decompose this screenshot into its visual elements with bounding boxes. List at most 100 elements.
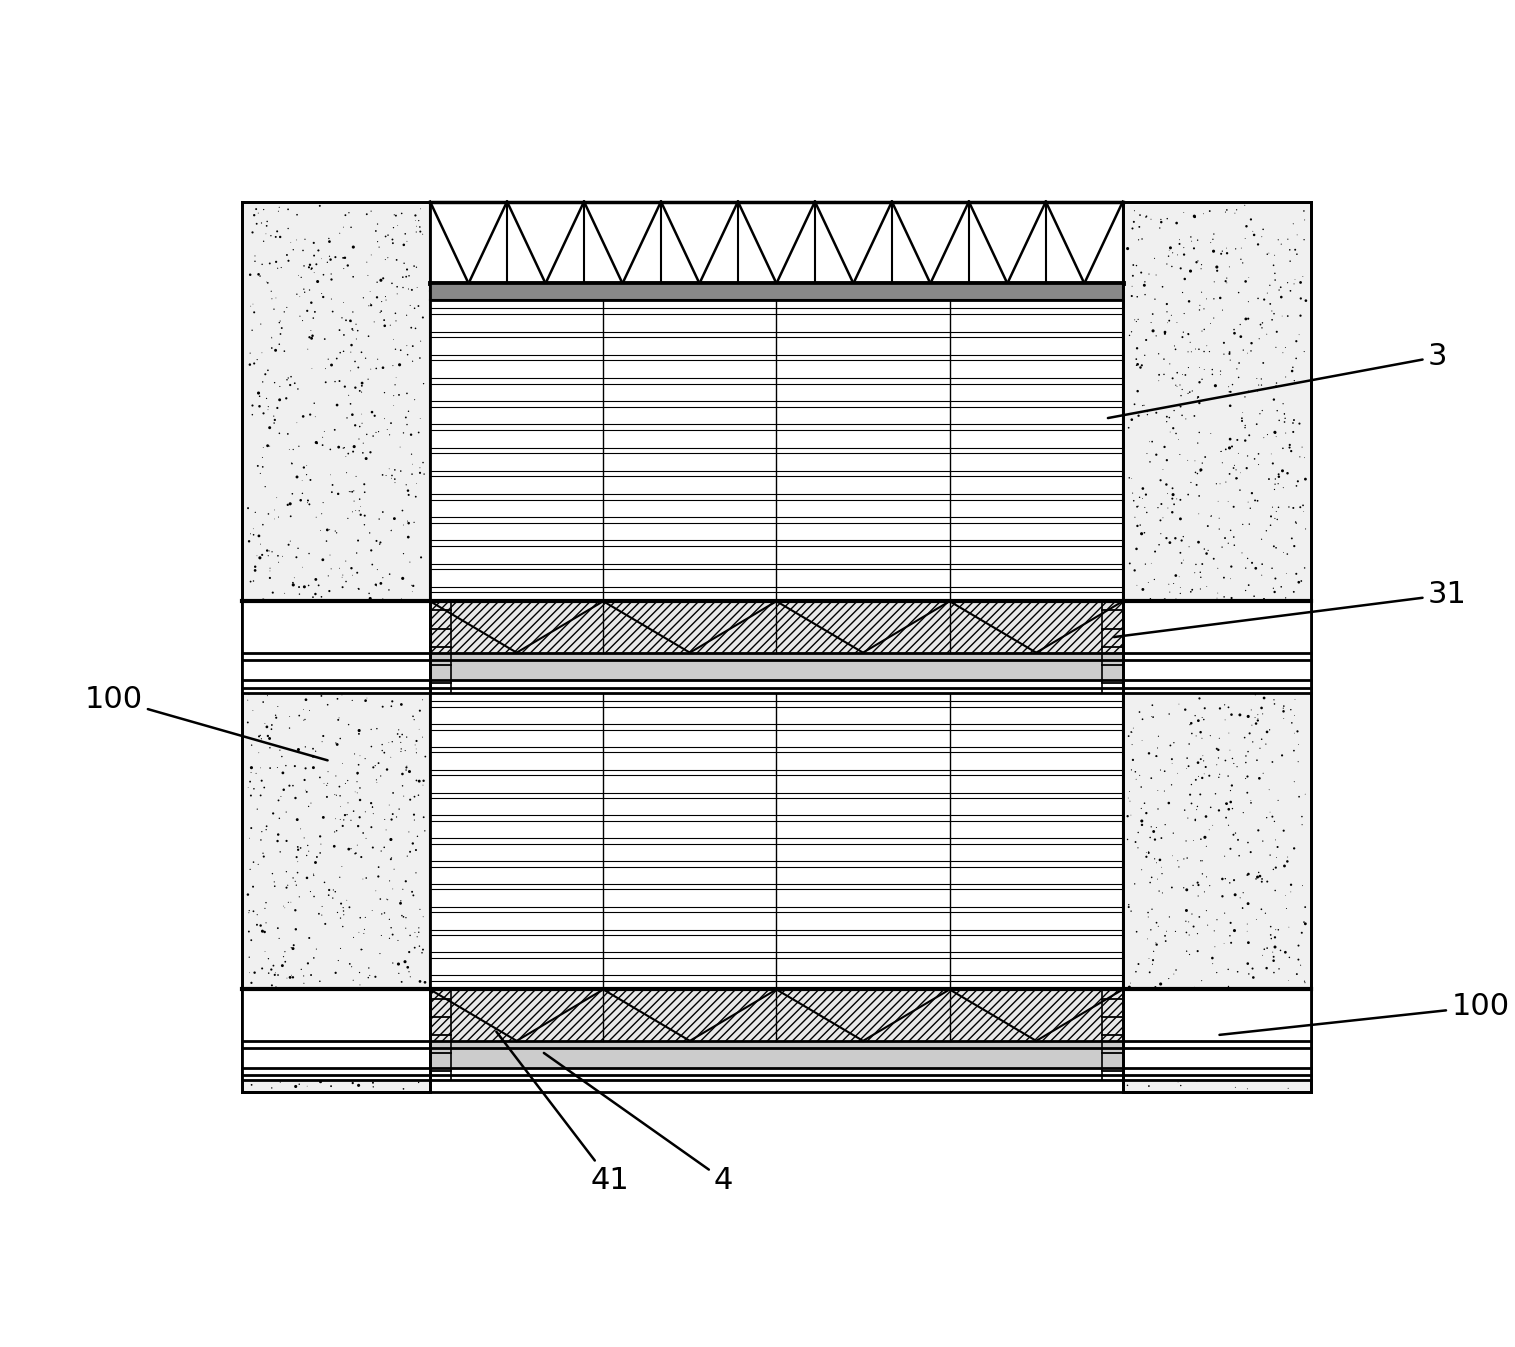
Point: [409, 547, 433, 568]
Point: [1221, 1008, 1245, 1029]
Point: [1221, 457, 1245, 478]
Point: [326, 634, 350, 656]
Point: [276, 198, 300, 220]
Point: [292, 665, 317, 687]
Point: [1182, 205, 1206, 226]
Point: [1147, 678, 1171, 699]
Point: [250, 958, 274, 979]
Point: [1264, 269, 1288, 291]
Point: [298, 1060, 323, 1082]
Point: [342, 490, 367, 512]
Point: [1183, 450, 1207, 471]
Point: [359, 735, 383, 757]
Point: [242, 1045, 267, 1067]
Point: [244, 213, 268, 234]
Point: [326, 709, 350, 730]
Point: [1221, 496, 1245, 517]
Point: [1201, 224, 1226, 245]
Point: [1276, 1056, 1300, 1078]
Point: [1177, 536, 1201, 558]
Point: [391, 543, 415, 564]
Point: [338, 954, 362, 975]
Point: [1130, 859, 1154, 881]
Point: [1274, 366, 1298, 388]
Point: [345, 679, 370, 700]
Point: [323, 784, 347, 806]
Point: [1239, 341, 1264, 362]
Point: [1212, 902, 1236, 924]
Point: [379, 520, 403, 541]
Point: [1189, 253, 1214, 275]
Point: [1160, 488, 1185, 509]
Point: [286, 610, 311, 632]
Point: [1139, 552, 1164, 574]
Point: [388, 436, 412, 458]
Point: [1200, 952, 1224, 974]
Point: [1233, 1009, 1257, 1030]
Point: [1141, 982, 1165, 1004]
Point: [380, 691, 405, 713]
Point: [288, 286, 312, 307]
Point: [245, 546, 270, 567]
Point: [1204, 909, 1229, 931]
Point: [1262, 946, 1286, 967]
Point: [324, 348, 348, 369]
Point: [244, 1068, 268, 1090]
Point: [1236, 832, 1260, 854]
Point: [1238, 513, 1262, 535]
Point: [1153, 925, 1177, 947]
Point: [317, 349, 341, 370]
Point: [1262, 858, 1286, 880]
Point: [303, 1064, 327, 1086]
Point: [1288, 272, 1312, 294]
Point: [271, 1004, 295, 1025]
Point: [1233, 430, 1257, 451]
Point: [374, 465, 398, 486]
Point: [1132, 678, 1156, 699]
Point: [1247, 862, 1271, 884]
Point: [341, 440, 365, 462]
Point: [1220, 797, 1244, 819]
Point: [376, 419, 400, 440]
Point: [256, 399, 280, 420]
Point: [1126, 1048, 1150, 1070]
Point: [332, 257, 356, 279]
Point: [1215, 621, 1239, 643]
Point: [295, 983, 320, 1005]
Point: [359, 442, 383, 463]
Point: [1238, 424, 1262, 446]
Point: [277, 967, 301, 989]
Point: [1126, 496, 1150, 517]
Point: [289, 267, 314, 288]
Point: [1245, 597, 1270, 618]
Point: [315, 787, 339, 808]
Point: [1229, 326, 1253, 348]
Point: [370, 740, 394, 761]
Point: [368, 765, 392, 787]
Point: [1273, 411, 1297, 432]
Point: [303, 405, 327, 427]
Point: [324, 395, 348, 416]
Point: [255, 912, 279, 933]
Point: [386, 591, 411, 613]
Point: [359, 540, 383, 562]
Point: [394, 907, 418, 928]
Point: [265, 695, 289, 717]
Point: [1217, 376, 1241, 397]
Point: [314, 634, 338, 656]
Point: [380, 229, 405, 251]
Point: [1171, 237, 1195, 259]
Point: [1239, 1068, 1264, 1090]
Point: [1182, 830, 1206, 851]
Point: [403, 921, 427, 943]
Point: [1130, 523, 1154, 544]
Point: [255, 388, 279, 409]
Point: [291, 556, 315, 578]
Point: [1214, 439, 1238, 461]
Point: [405, 216, 429, 237]
Point: [1259, 924, 1283, 946]
Point: [317, 566, 341, 587]
Point: [368, 532, 392, 554]
Point: [411, 680, 435, 702]
Point: [292, 652, 317, 674]
